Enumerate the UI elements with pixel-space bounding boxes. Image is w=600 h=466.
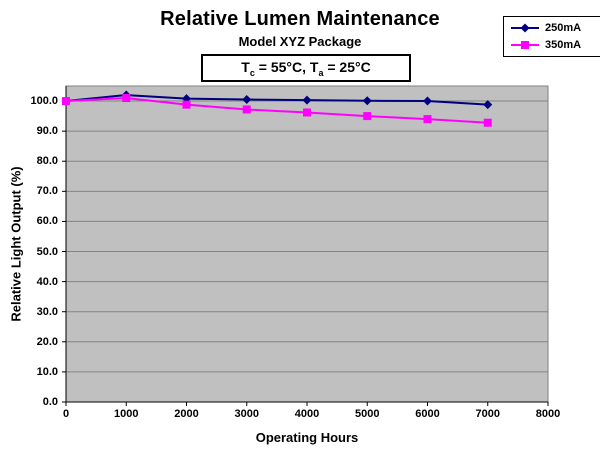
y-tick-label-100.0: 100.0 [30, 95, 58, 108]
y-tick-label-90.0: 90.0 [36, 125, 58, 138]
x-tick-label-2000: 2000 [174, 408, 199, 420]
x-tick-label-4000: 4000 [294, 408, 320, 420]
chart-title: Relative Lumen Maintenance [160, 8, 440, 30]
legend-marker-250mA-icon [511, 23, 539, 33]
x-tick-label-1000: 1000 [114, 408, 139, 420]
marker-diamond-250mA [362, 96, 372, 106]
marker-square-350mA [182, 100, 191, 109]
marker-square-350mA [363, 112, 372, 121]
x-tick-label-3000: 3000 [234, 408, 259, 420]
legend-item-250mA: 250mA [510, 21, 600, 35]
marker-diamond-250mA [302, 95, 312, 105]
x-tick-label-7000: 7000 [475, 408, 500, 420]
marker-diamond-250mA [242, 95, 252, 105]
series-line-250mA [65, 94, 488, 106]
plot-background [66, 86, 548, 402]
x-tick-label-8000: 8000 [535, 408, 561, 420]
y-tick-label-20.0: 20.0 [36, 335, 58, 348]
series-line-350mA [65, 97, 488, 124]
marker-square-350mA [122, 94, 131, 103]
y-tick-label-30.0: 30.0 [36, 305, 58, 318]
x-tick-label-6000: 6000 [415, 408, 440, 420]
marker-square-350mA [483, 118, 492, 127]
marker-square-350mA [423, 115, 432, 124]
y-tick-label-80.0: 80.0 [36, 155, 58, 168]
y-tick-label-70.0: 70.0 [36, 185, 58, 198]
marker-square-350mA [303, 108, 311, 117]
y-tick-label-0.0: 0.0 [42, 396, 58, 408]
legend: 250mA 350mA [503, 16, 600, 57]
x-tick-label-5000: 5000 [355, 408, 380, 420]
y-axis-title: Relative Light Output (%) [8, 166, 24, 322]
temperature-annotation-text: Tc = 55°C, Ta = 25°C [241, 58, 371, 78]
legend-item-350mA: 350mA [510, 38, 600, 52]
y-tick-label-50.0: 50.0 [36, 245, 58, 258]
marker-diamond-250mA [483, 100, 493, 110]
y-tick-label-60.0: 60.0 [36, 215, 58, 228]
marker-square-350mA [242, 105, 251, 114]
legend-marker-350mA-icon [511, 41, 539, 49]
x-axis-title: Operating Hours [255, 430, 359, 445]
x-tick-label-0: 0 [62, 408, 70, 420]
marker-diamond-250mA [423, 96, 432, 106]
marker-square-350mA [62, 97, 70, 106]
legend-label-350mA: 350mA [545, 39, 582, 51]
y-tick-label-40.0: 40.0 [36, 275, 58, 288]
legend-label-250mA: 250mA [545, 22, 582, 34]
temperature-annotation-box: Tc = 55°C, Ta = 25°C [201, 54, 411, 82]
chart-subtitle: Model XYZ Package [238, 34, 362, 49]
y-tick-label-10.0: 10.0 [36, 365, 58, 378]
